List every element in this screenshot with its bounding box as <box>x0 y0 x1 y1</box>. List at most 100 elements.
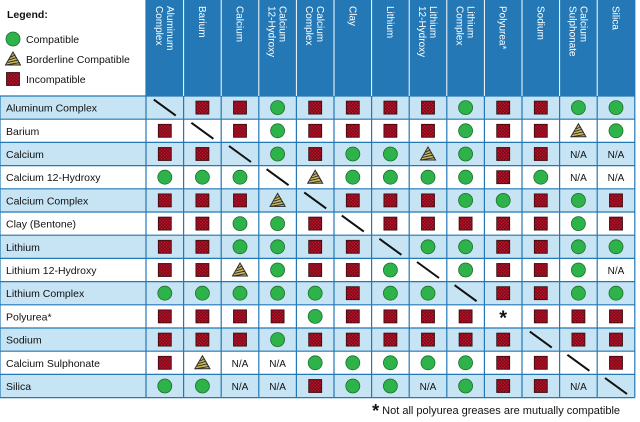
hatch-line <box>236 193 247 205</box>
diagonal-slash <box>190 121 214 140</box>
column-header-label: Silica <box>610 6 621 30</box>
compatible-circle <box>458 169 474 185</box>
compatible-circle <box>157 285 173 301</box>
compatible-circle <box>307 285 323 301</box>
cell <box>571 192 586 208</box>
cell <box>571 332 586 347</box>
incompatible-square <box>157 263 172 277</box>
cell <box>458 239 474 255</box>
hatch-line <box>572 131 584 135</box>
incompatible-square <box>533 239 548 254</box>
column-header-label: Complex <box>303 6 314 45</box>
incompatible-square <box>195 332 210 347</box>
hatch-line <box>158 124 169 135</box>
incompatible-square <box>571 309 586 324</box>
hatch-line <box>158 147 163 152</box>
hatch-line <box>571 309 586 324</box>
incompatible-square <box>345 239 360 254</box>
compatible-circle <box>571 285 586 301</box>
cell <box>496 332 511 347</box>
hatch-line <box>496 147 510 161</box>
hatch-line <box>499 286 510 297</box>
incompatible-square <box>233 193 247 208</box>
cell <box>383 216 398 231</box>
hatch-line <box>459 309 473 324</box>
hatch-line <box>534 193 548 208</box>
cell <box>345 286 360 301</box>
hatch-line <box>386 309 398 321</box>
hatch-line <box>496 147 507 158</box>
hatch-line <box>496 170 501 175</box>
cell <box>231 261 249 277</box>
incompatible-square <box>571 332 586 347</box>
hatch-line <box>505 124 510 129</box>
hatch-line <box>308 147 322 161</box>
cell <box>454 284 478 303</box>
column-header-label: 12-Hydroxy <box>266 6 277 57</box>
cell <box>270 285 286 301</box>
row-label: Aluminum Complex <box>6 103 98 115</box>
hatch-line <box>393 124 398 129</box>
hatch-line <box>314 147 322 155</box>
cell <box>571 216 586 232</box>
hatch-line <box>612 332 623 344</box>
hatch-line <box>164 216 172 225</box>
hatch-line <box>352 286 360 294</box>
hatch-line <box>271 309 285 324</box>
hatch-line <box>308 216 313 221</box>
cell <box>308 239 323 254</box>
incompatible-square <box>308 263 323 277</box>
hatch-line <box>317 379 322 384</box>
hatch-line <box>201 263 210 271</box>
hatch-line <box>609 193 614 198</box>
hatch-line <box>308 379 322 393</box>
hatch-line <box>496 124 504 132</box>
incompatible-square <box>533 263 548 277</box>
hatch-line <box>195 193 203 201</box>
footnote-star: * <box>372 401 380 421</box>
hatch-line <box>505 332 510 337</box>
hatch-line <box>537 309 548 321</box>
cell <box>608 239 624 255</box>
hatch-line <box>346 124 351 129</box>
hatch-line <box>534 309 542 317</box>
hatch-line <box>233 124 238 129</box>
borderline-triangle <box>231 261 249 277</box>
hatch-line <box>534 193 542 201</box>
hatch-line <box>195 101 210 115</box>
hatch-line <box>308 240 313 245</box>
cell <box>496 170 511 185</box>
cell <box>496 100 511 115</box>
footnote-text: Not all polyurea greases are mutually co… <box>382 405 620 417</box>
cell <box>157 263 172 277</box>
hatch-line <box>459 333 473 347</box>
hatch-line <box>534 309 548 324</box>
hatch-line <box>609 216 620 228</box>
incompatible-square <box>345 309 360 324</box>
hatch-line <box>346 332 351 337</box>
hatch-line <box>534 263 545 274</box>
compatible-circle <box>571 216 586 232</box>
cell <box>609 355 623 370</box>
hatch-line <box>383 100 388 105</box>
row-label: Calcium Complex <box>6 195 89 207</box>
compatible-circle <box>571 262 586 278</box>
incompatible-square <box>609 216 623 231</box>
hatch-line <box>421 157 435 161</box>
hatch-line <box>195 100 203 109</box>
hatch-line <box>505 379 510 384</box>
cell <box>194 285 210 301</box>
hatch-line <box>308 180 323 184</box>
hatch-line <box>496 124 510 138</box>
hatch-line <box>164 309 172 317</box>
hatch-line <box>314 124 322 132</box>
incompatible-square <box>533 379 548 393</box>
hatch-line <box>543 356 548 361</box>
diagonal-slash <box>266 168 290 187</box>
compatible-circle <box>194 378 210 394</box>
hatch-line <box>540 286 548 294</box>
cell <box>383 100 398 115</box>
hatch-line <box>612 193 623 205</box>
hatch-line <box>574 309 586 321</box>
